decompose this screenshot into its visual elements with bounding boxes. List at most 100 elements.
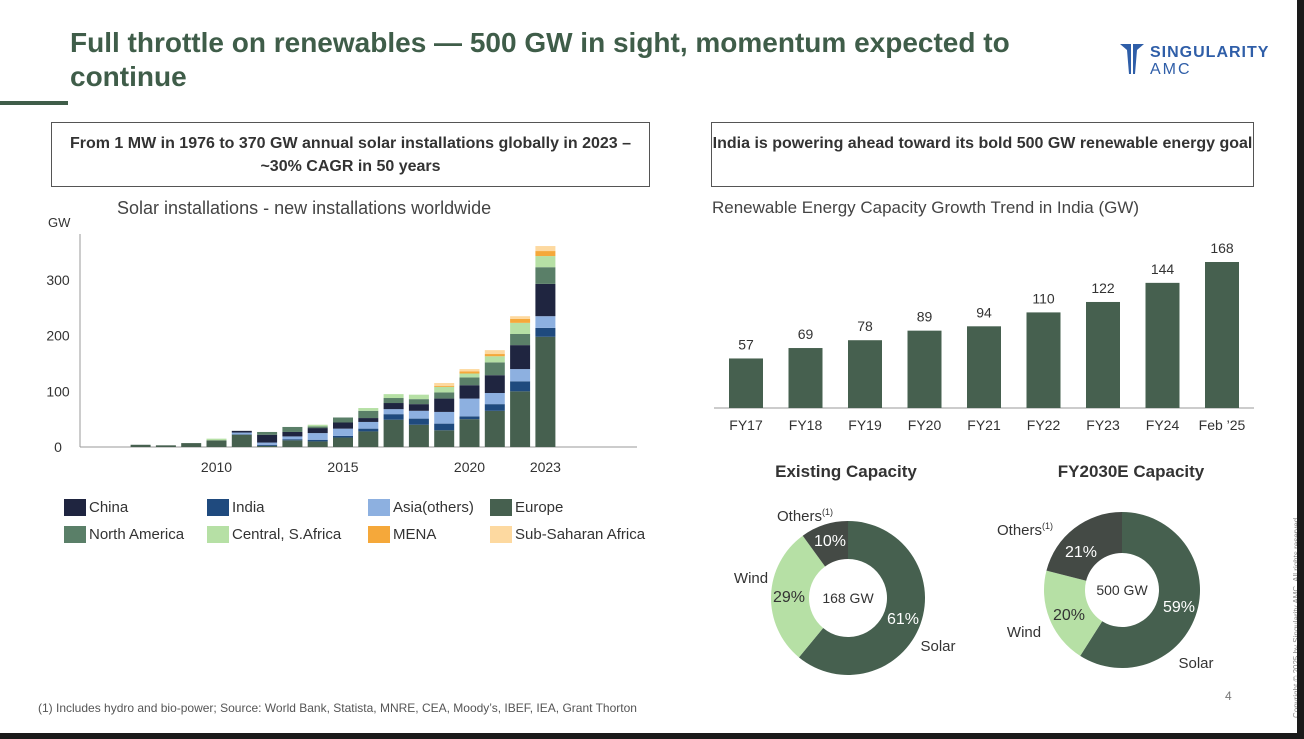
y-tick-label: 100 (46, 383, 70, 399)
bar-segment-india-2016 (358, 428, 379, 432)
bar-segment-central-s-africa-2017 (383, 394, 404, 399)
india-chart-title: Renewable Energy Capacity Growth Trend i… (712, 198, 1140, 217)
bar-FY18 (788, 348, 823, 408)
singularity-logo-icon (1120, 44, 1144, 74)
legend-label: Europe (515, 499, 564, 516)
x-tick-label: 2023 (530, 459, 561, 475)
bar-segment-india-2012 (257, 444, 278, 446)
footnote-marker: (1) (1042, 521, 1053, 531)
window-edge-right (1297, 0, 1304, 739)
legend-label: Central, S.Africa (232, 526, 342, 543)
bar-segment-central-s-africa-2010 (206, 438, 227, 441)
bar-segment-north-america-2017 (383, 398, 404, 404)
legend-item: Asia(others) (368, 499, 474, 516)
bar-segment-north-america-2021 (484, 362, 505, 376)
bar-segment-central-s-africa-2018 (408, 394, 429, 400)
bar-segment-mena-2020 (459, 371, 480, 374)
slice-name-label: Solar (920, 638, 955, 655)
bar-segment-north-america-2023 (535, 267, 556, 284)
bar-segment-asia-others--2022 (510, 369, 531, 382)
bar-segment-central-s-africa-2023 (535, 256, 556, 268)
donut-center-label: 168 GW (822, 590, 874, 606)
bar-segment-north-america-2015 (333, 417, 353, 423)
slice-name-label: Others(1) (997, 521, 1053, 539)
bar-segment-north-america-2014 (307, 426, 328, 429)
bar-FY19 (848, 340, 882, 408)
bar-segment-asia-others--2014 (307, 433, 328, 440)
bar-segment-asia-others--2020 (459, 398, 480, 417)
slice-name-label: Wind (734, 570, 768, 587)
donut-slice-wind (771, 535, 826, 658)
bar-segment-central-s-africa-2014 (307, 424, 328, 427)
legend-swatch (207, 499, 229, 516)
logo-line1: SINGULARITY (1150, 44, 1270, 61)
bar-FY22 (1026, 312, 1061, 408)
data-label: 78 (857, 318, 873, 334)
bar-segment-europe-2009 (181, 443, 202, 447)
legend-swatch (368, 526, 390, 543)
x-tick-label: Feb ’25 (1199, 417, 1246, 433)
page-number: 4 (1225, 689, 1232, 703)
bar-segment-north-america-2016 (358, 410, 379, 419)
solar-chart-title: Solar installations - new installations … (117, 198, 492, 218)
bar-segment-mena-2022 (510, 318, 531, 323)
bar-segment-india-2015 (333, 435, 353, 438)
y-tick-label: 300 (46, 272, 70, 288)
bar-segment-north-america-2018 (408, 399, 429, 405)
bar-segment-india-2018 (408, 418, 429, 425)
window-edge-bottom (0, 733, 1304, 739)
legend-item: India (207, 499, 265, 516)
bar-segment-china-2013 (282, 431, 303, 437)
slice-name-label: Others(1) (777, 507, 833, 525)
bar-segment-mena-2023 (535, 251, 556, 257)
x-tick-label: FY17 (729, 417, 763, 433)
bar-segment-central-s-africa-2021 (484, 356, 505, 363)
bar-segment-china-2021 (484, 375, 505, 394)
bar-segment-europe-2021 (484, 410, 505, 447)
bar-FY23 (1086, 301, 1120, 408)
bar-segment-europe-2016 (358, 431, 379, 447)
bar-segment-central-s-africa-2020 (459, 373, 480, 378)
x-tick-label: FY23 (1086, 417, 1120, 433)
bar-segment-china-2017 (383, 403, 404, 410)
bar-segment-china-2011 (231, 430, 252, 433)
x-tick-label: FY19 (848, 417, 882, 433)
legend-swatch (490, 526, 512, 543)
data-label: 69 (798, 326, 814, 342)
donut-title: FY2030E Capacity (1058, 462, 1205, 481)
logo-line2: AMC (1150, 61, 1192, 78)
legend-item: Europe (490, 499, 563, 516)
legend-item: Sub-Saharan Africa (490, 526, 645, 543)
legend-label: China (89, 499, 129, 516)
bar-segment-sub-saharan-africa-2019 (434, 382, 455, 386)
bar-segment-europe-2017 (383, 419, 404, 447)
slice-percent-label: 10% (814, 533, 846, 550)
right-headline-box: India is powering ahead toward its bold … (711, 122, 1254, 187)
data-label: 168 (1210, 240, 1234, 256)
bar-segment-europe-2013 (282, 440, 303, 447)
donut-slice-solar (798, 521, 925, 675)
legend-label: India (232, 499, 265, 516)
legend-item: North America (64, 526, 184, 543)
bar-segment-europe-2020 (459, 419, 480, 447)
donut-title: Existing Capacity (775, 462, 917, 481)
bar-segment-china-2016 (358, 418, 379, 422)
bar-FY17 (729, 358, 763, 408)
slice-percent-label: 61% (887, 611, 919, 628)
left-headline-box: From 1 MW in 1976 to 370 GW annual solar… (51, 122, 650, 187)
data-label: 144 (1151, 261, 1175, 277)
bar-FY20 (907, 330, 942, 408)
bar-segment-asia-others--2011 (231, 432, 252, 435)
slice-percent-label: 20% (1053, 607, 1085, 624)
bar-segment-north-america-2020 (459, 377, 480, 386)
legend-swatch (64, 526, 86, 543)
donut-slice-others (1046, 512, 1122, 581)
y-tick-label: 200 (46, 328, 70, 344)
bar-segment-india-2013 (282, 439, 303, 441)
slice-name-label: Wind (1007, 624, 1041, 641)
bar-segment-china-2018 (408, 404, 429, 411)
bar-segment-china-2023 (535, 283, 556, 317)
x-tick-label: FY18 (789, 417, 823, 433)
slice-percent-label: 21% (1065, 544, 1097, 561)
